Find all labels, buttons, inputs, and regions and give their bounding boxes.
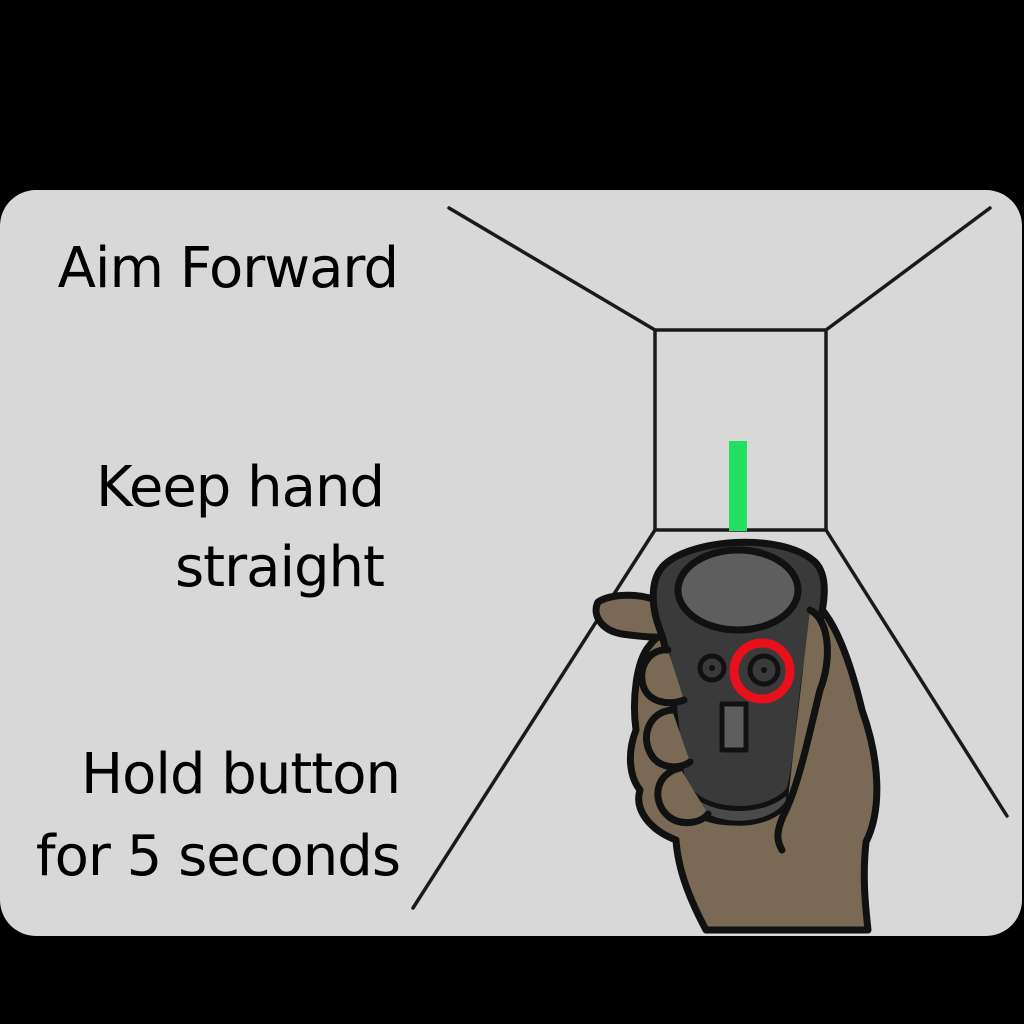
hand-finger-upper: [638, 646, 688, 707]
aim-beam-icon: [729, 441, 747, 531]
highlighted-button-icon: [729, 638, 795, 704]
controller-left-button-dot: [709, 665, 715, 671]
hand-finger-lower: [654, 764, 712, 826]
instruction-keep-line1: Keep hand: [95, 455, 385, 520]
hand-fingers-right: [774, 606, 831, 854]
instruction-aim-forward: Aim Forward: [57, 234, 399, 304]
instruction-hold-button: Hold button for 5 seconds: [35, 734, 401, 898]
corridor-line-bottom-left: [411, 528, 657, 910]
corridor-line-top-right: [824, 206, 992, 332]
instruction-keep-hand-straight: Keep hand straight: [95, 448, 385, 608]
instruction-hold-line2: for 5 seconds: [35, 824, 401, 889]
controller-touchpad: [674, 546, 802, 634]
instruction-aim-text: Aim Forward: [57, 236, 399, 301]
corridor-line-top-left: [447, 206, 657, 332]
controller-slot: [719, 701, 749, 753]
instruction-card: Aim Forward Keep hand straight Hold butt…: [0, 190, 1022, 936]
corridor-scene: [411, 206, 1009, 934]
instruction-keep-line2: straight: [174, 535, 385, 600]
instruction-hold-line1: Hold button: [81, 742, 401, 807]
corridor-line-bottom-right: [824, 528, 1009, 818]
hand-holding-controller-icon: [592, 538, 881, 934]
controller-right-button-dot: [761, 667, 767, 673]
